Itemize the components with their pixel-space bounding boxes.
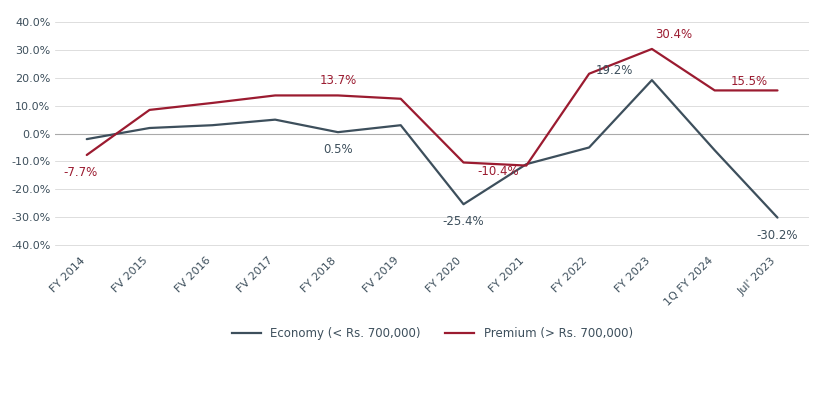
Text: -30.2%: -30.2% bbox=[756, 229, 797, 242]
Text: -10.4%: -10.4% bbox=[477, 165, 518, 178]
Text: 19.2%: 19.2% bbox=[595, 64, 632, 78]
Text: -7.7%: -7.7% bbox=[63, 166, 97, 179]
Text: 15.5%: 15.5% bbox=[730, 75, 767, 88]
Legend: Economy (< Rs. 700,000), Premium (> Rs. 700,000): Economy (< Rs. 700,000), Premium (> Rs. … bbox=[227, 323, 636, 345]
Text: 0.5%: 0.5% bbox=[323, 143, 352, 156]
Text: -25.4%: -25.4% bbox=[442, 215, 484, 228]
Text: 13.7%: 13.7% bbox=[319, 74, 356, 87]
Text: 30.4%: 30.4% bbox=[654, 28, 691, 41]
